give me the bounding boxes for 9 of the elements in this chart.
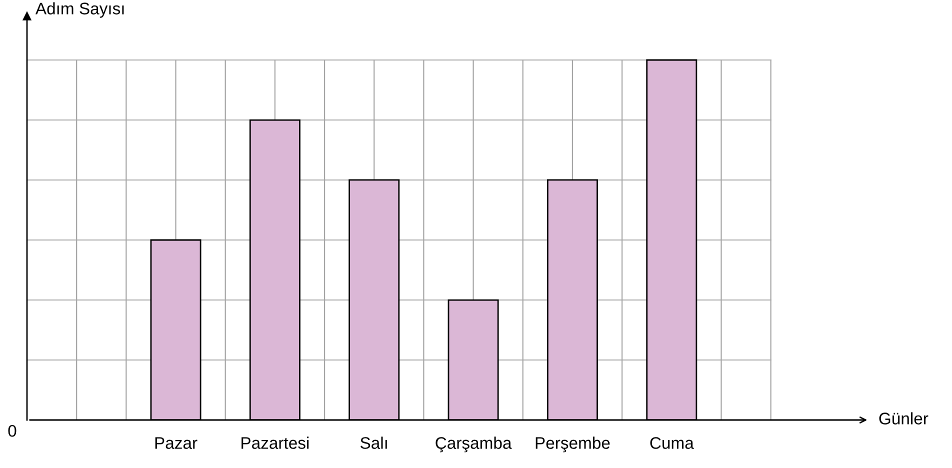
y-axis-title: Adım Sayısı <box>35 2 124 18</box>
x-tick-label: Salı <box>360 436 387 449</box>
x-tick-label: Çarşamba <box>436 436 512 452</box>
x-tick-label: Pazar <box>155 437 198 449</box>
text: 0 <box>8 424 16 437</box>
x-tick-label: Pazartesi <box>242 436 309 449</box>
x-tick-label: Perşembe <box>536 436 610 452</box>
x-tick-label: Cuma <box>650 437 694 449</box>
text: Günler <box>879 412 928 424</box>
